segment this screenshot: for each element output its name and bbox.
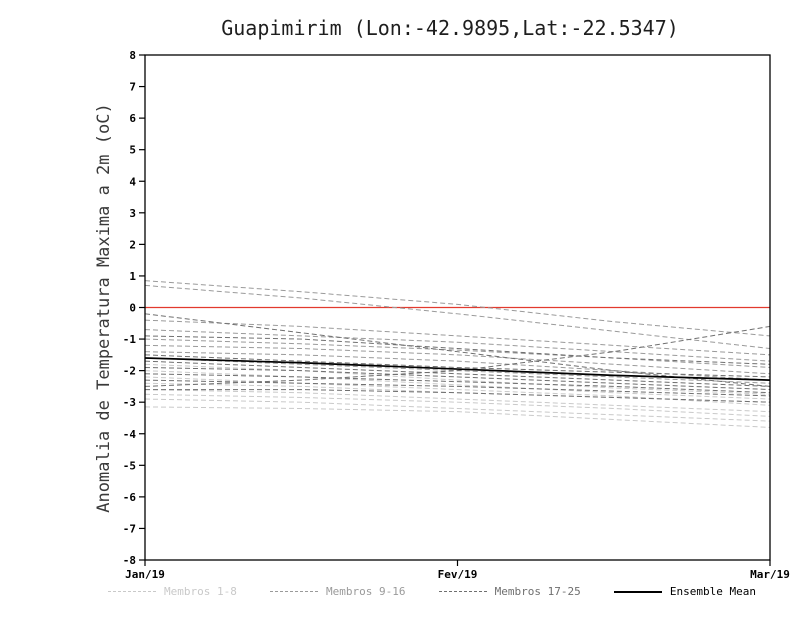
series-line: [144, 398, 771, 422]
series-line: [144, 357, 771, 381]
series-line: [144, 329, 771, 362]
svg-text:7: 7: [129, 81, 136, 94]
series-line: [144, 280, 771, 337]
series-line: [144, 360, 771, 387]
svg-text:Mar/19: Mar/19: [750, 568, 790, 581]
series-line: [145, 389, 771, 403]
chart-title: Guapimirim (Lon:-42.9895,Lat:-22.5347): [221, 16, 679, 40]
legend-line-sample: [613, 590, 662, 593]
legend-label: Membros 9-16: [326, 585, 406, 598]
svg-text:Fev/19: Fev/19: [438, 568, 478, 581]
svg-text:5: 5: [129, 144, 136, 157]
series-line: [144, 335, 771, 365]
svg-text:4: 4: [129, 175, 136, 188]
series-line: [144, 379, 771, 397]
legend-line-sample: [270, 591, 319, 592]
series-line: [144, 393, 771, 417]
legend-label: Membros 1-8: [164, 585, 237, 598]
series-line: [144, 366, 771, 391]
series-line: [144, 373, 771, 394]
svg-text:-4: -4: [123, 428, 137, 441]
svg-text:8: 8: [129, 49, 136, 62]
svg-text:-3: -3: [123, 396, 136, 409]
series-line: [144, 313, 771, 387]
legend-item-membros-1-8: Membros 1-8: [108, 585, 237, 598]
legend-label: Ensemble Mean: [669, 585, 756, 598]
svg-text:1: 1: [129, 270, 136, 283]
svg-text:-8: -8: [123, 554, 136, 567]
svg-text:3: 3: [129, 207, 136, 220]
svg-text:-7: -7: [123, 522, 136, 535]
svg-text:2: 2: [129, 238, 136, 251]
legend-label: Membros 17-25: [494, 585, 581, 598]
legend-item-ensemble-mean: Ensemble Mean: [613, 585, 756, 598]
svg-text:Jan/19: Jan/19: [125, 568, 165, 581]
series-line: [144, 370, 771, 400]
svg-text:-1: -1: [123, 333, 137, 346]
series-line: [144, 319, 771, 356]
series-line: [144, 338, 771, 368]
legend-line-sample: [438, 591, 487, 592]
svg-text:-5: -5: [123, 459, 136, 472]
legend-item-membros-9-16: Membros 9-16: [270, 585, 406, 598]
legend-line-sample: [108, 591, 156, 592]
series-line: [144, 389, 771, 413]
series-line: [144, 363, 771, 395]
svg-text:-6: -6: [123, 491, 137, 504]
series-line: [144, 406, 771, 428]
svg-text:-2: -2: [123, 365, 136, 378]
series-line: [144, 344, 771, 375]
chart-legend: Membros 1-8 Membros 9-16 Membros 17-25 E…: [108, 585, 756, 598]
legend-item-membros-17-25: Membros 17-25: [438, 585, 581, 598]
series-line: [144, 354, 771, 378]
series-line: [144, 284, 771, 350]
svg-text:6: 6: [129, 112, 136, 125]
svg-text:0: 0: [129, 302, 136, 315]
